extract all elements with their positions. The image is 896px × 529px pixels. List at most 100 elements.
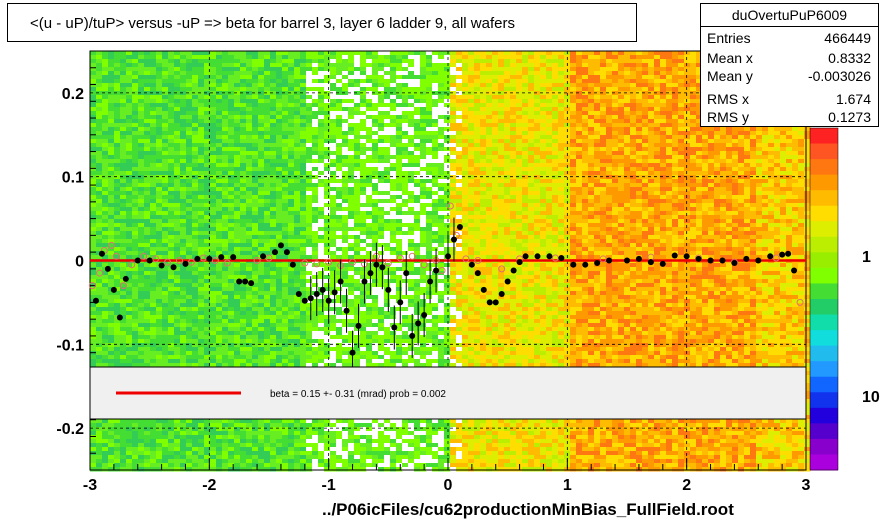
heatmap-cell (210, 175, 217, 180)
heatmap-cell (354, 207, 361, 212)
heatmap-cell (696, 183, 703, 188)
heatmap-cell (396, 123, 403, 128)
heatmap-cell (492, 83, 499, 88)
heatmap-cell (144, 119, 151, 124)
heatmap-cell (708, 143, 715, 148)
heatmap-cell (300, 175, 307, 180)
heatmap-cell (696, 51, 703, 56)
heatmap-cell (408, 99, 414, 103)
heatmap-cell (240, 87, 247, 92)
heatmap-cell (576, 103, 583, 108)
heatmap-cell (90, 107, 97, 112)
heatmap-cell (264, 175, 271, 180)
heatmap-cell (486, 119, 493, 124)
heatmap-cell (168, 187, 175, 192)
heatmap-cell (138, 175, 145, 180)
heatmap-cell (426, 179, 433, 184)
heatmap-cell (480, 79, 487, 84)
heatmap-cell (522, 171, 529, 176)
heatmap-cell (348, 195, 355, 200)
heatmap-cell (126, 207, 133, 212)
heatmap-cell (312, 55, 319, 60)
heatmap-cell (114, 55, 121, 60)
heatmap-cell (672, 135, 679, 140)
heatmap-cell (480, 187, 487, 192)
heatmap-cell (216, 119, 223, 124)
heatmap-cell (186, 131, 193, 136)
heatmap-cell (516, 211, 523, 216)
heatmap-cell (90, 91, 97, 96)
heatmap-cell (666, 151, 673, 156)
heatmap-cell (174, 71, 181, 76)
heatmap-cell (570, 83, 577, 88)
heatmap-cell (582, 175, 589, 180)
heatmap-cell (606, 191, 613, 196)
heatmap-cell (318, 135, 325, 140)
heatmap-cell (222, 127, 229, 132)
heatmap-cell (348, 167, 355, 172)
heatmap-cell (774, 139, 781, 144)
heatmap-cell (492, 171, 499, 176)
heatmap-cell (174, 127, 181, 132)
heatmap-cell (186, 179, 193, 184)
heatmap-cell (318, 179, 325, 184)
heatmap-cell (192, 59, 199, 64)
heatmap-cell (738, 183, 745, 188)
heatmap-cell (534, 63, 541, 68)
heatmap-cell (96, 163, 103, 168)
heatmap-cell (420, 131, 427, 136)
heatmap-cell (264, 119, 271, 124)
heatmap-cell (684, 183, 691, 188)
heatmap-cell (762, 187, 769, 192)
heatmap-cell (696, 83, 703, 88)
heatmap-cell (240, 71, 247, 76)
heatmap-cell (150, 211, 157, 216)
heatmap-cell (690, 147, 697, 152)
heatmap-cell (246, 147, 253, 152)
heatmap-cell (780, 191, 787, 196)
heatmap-cell (96, 59, 103, 64)
heatmap-cell (600, 191, 607, 196)
heatmap-cell (156, 163, 163, 168)
heatmap-cell (762, 207, 769, 212)
heatmap-cell (252, 203, 259, 208)
heatmap-cell (456, 67, 463, 72)
heatmap-cell (372, 83, 379, 88)
heatmap-cell (306, 67, 313, 72)
heatmap-cell (306, 111, 313, 116)
heatmap-cell (408, 83, 414, 87)
heatmap-cell (648, 167, 655, 172)
heatmap-cell (270, 91, 277, 96)
heatmap-cell (174, 175, 181, 180)
heatmap-cell (444, 87, 451, 92)
heatmap-cell (528, 183, 535, 188)
heatmap-cell (468, 119, 475, 124)
heatmap-cell (342, 99, 349, 104)
heatmap-cell (690, 131, 697, 136)
heatmap-cell (750, 199, 757, 204)
heatmap-cell (522, 199, 529, 204)
heatmap-cell (270, 127, 277, 132)
heatmap-cell (432, 95, 438, 99)
heatmap-cell (492, 147, 499, 152)
heatmap-cell (204, 99, 211, 104)
heatmap-cell (330, 203, 337, 208)
heatmap-cell (642, 119, 649, 124)
heatmap-cell (468, 111, 475, 116)
heatmap-cell (108, 87, 115, 92)
heatmap-cell (102, 167, 109, 172)
heatmap-cell (468, 183, 475, 188)
heatmap-cell (474, 171, 481, 176)
heatmap-cell (792, 211, 799, 216)
heatmap-cell (396, 139, 403, 144)
heatmap-cell (168, 147, 175, 152)
heatmap-cell (564, 167, 571, 172)
heatmap-cell (576, 163, 583, 168)
heatmap-cell (96, 103, 103, 108)
heatmap-cell (210, 191, 217, 196)
heatmap-cell (294, 83, 301, 88)
heatmap-cell (720, 171, 727, 176)
heatmap-cell (678, 147, 685, 152)
heatmap-cell (462, 75, 469, 80)
heatmap-cell (192, 159, 199, 164)
